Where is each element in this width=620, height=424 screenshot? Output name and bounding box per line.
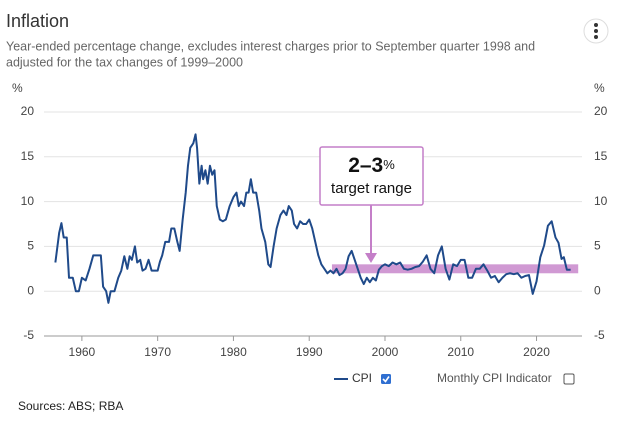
annotation-main: 2–3% (348, 154, 395, 177)
x-tick-label: 1970 (144, 345, 171, 359)
annotation-unit: % (383, 157, 395, 172)
chart-title: Inflation (6, 11, 69, 31)
menu-button[interactable] (583, 18, 609, 44)
dot (594, 23, 598, 27)
annotation-sub: target range (331, 180, 412, 197)
annotation-arrowhead (365, 253, 377, 263)
checkbox[interactable] (563, 373, 575, 385)
checkbox[interactable] (381, 374, 391, 384)
toggle-label: Monthly CPI Indicator (437, 371, 552, 385)
x-tick-label: 2020 (523, 345, 550, 359)
y2-tick-label: -5 (594, 328, 605, 342)
y2-tick-label: 15 (594, 149, 608, 163)
x-tick-label: 2000 (372, 345, 399, 359)
legend-label: CPI (352, 371, 372, 385)
annotation-value: 2–3 (348, 154, 383, 177)
y2-tick-label: 5 (594, 239, 601, 253)
cpi-line (54, 133, 571, 304)
x-tick-label: 1980 (220, 345, 247, 359)
y2-tick-label: 0 (594, 283, 601, 297)
dot (594, 35, 598, 39)
x-tick-label: 1960 (69, 345, 96, 359)
subtitle: adjusted for the tax changes of 1999–200… (6, 55, 243, 69)
x-tick-label: 1990 (296, 345, 323, 359)
y2-tick-label: 10 (594, 194, 608, 208)
y-tick-label: 10 (21, 194, 35, 208)
y-tick-label: 20 (21, 104, 35, 118)
y-tick-label: 5 (27, 239, 34, 253)
y-tick-label: 15 (21, 149, 35, 163)
dot (594, 29, 598, 33)
checkmark (382, 376, 390, 383)
source: Sources: ABS; RBA (18, 399, 123, 413)
y-unit: % (12, 81, 23, 95)
y-tick-label: 0 (27, 283, 34, 297)
y-tick-label: -5 (23, 328, 34, 342)
y2-unit: % (594, 81, 605, 95)
y2-tick-label: 20 (594, 104, 608, 118)
x-tick-label: 2010 (447, 345, 474, 359)
subtitle: Year-ended percentage change, excludes i… (6, 39, 535, 53)
target-band (331, 264, 579, 274)
